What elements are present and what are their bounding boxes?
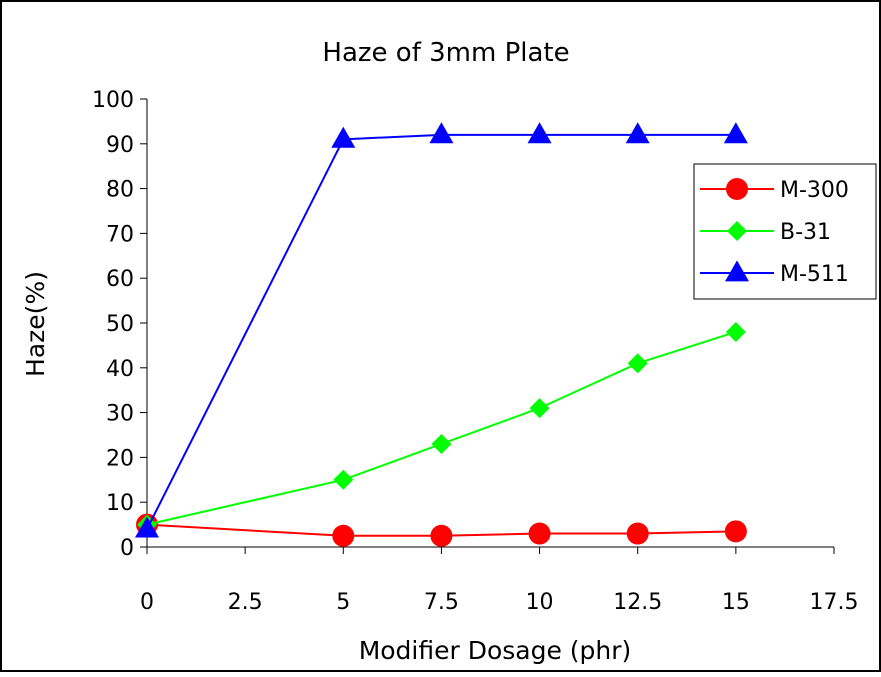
y-tick-label: 80 <box>106 178 134 203</box>
x-tick-label: 15 <box>722 590 750 615</box>
legend-item: M-300 <box>700 178 849 203</box>
data-point <box>331 126 356 148</box>
chart-title: Haze of 3mm Plate <box>322 38 569 68</box>
x-tick-label: 10 <box>526 590 554 615</box>
legend: M-300 B-31 M-511 <box>693 163 877 300</box>
y-tick-label: 90 <box>106 133 134 158</box>
y-tick-label: 100 <box>92 88 134 113</box>
legend-label: M-300 <box>780 178 849 203</box>
x-tick-label: 7.5 <box>424 590 459 615</box>
data-point <box>431 433 452 454</box>
legend-item: M-511 <box>700 260 849 287</box>
legend-marker <box>727 221 747 241</box>
y-tick-label: 40 <box>106 357 134 382</box>
x-axis-title: Modifier Dosage (phr) <box>359 636 632 665</box>
data-point <box>627 353 648 374</box>
series-m-511 <box>135 122 748 538</box>
series-line <box>146 331 737 526</box>
y-tick-label: 20 <box>106 446 134 471</box>
series-line <box>146 133 736 530</box>
series-group <box>135 122 748 547</box>
data-point <box>429 122 454 144</box>
data-point <box>625 122 650 144</box>
legend-label: B-31 <box>780 220 831 245</box>
data-point <box>725 321 746 342</box>
data-point <box>332 524 355 547</box>
y-tick-label: 60 <box>106 267 134 292</box>
legend-marker <box>726 178 748 200</box>
data-point <box>528 522 551 545</box>
series-m-300 <box>136 513 747 547</box>
data-point <box>723 122 748 144</box>
x-tick-label: 17.5 <box>810 590 859 615</box>
y-tick-label: 70 <box>106 222 134 247</box>
series-line <box>146 523 736 537</box>
y-tick-label: 0 <box>120 536 134 561</box>
data-point <box>430 524 453 547</box>
y-tick-label: 10 <box>106 491 134 516</box>
data-point <box>724 520 747 543</box>
data-point <box>135 516 159 538</box>
data-point <box>626 522 649 545</box>
y-tick-label: 50 <box>106 312 134 337</box>
x-tick-label: 12.5 <box>613 590 662 615</box>
legend-item: B-31 <box>700 220 831 245</box>
y-axis-title: Haze(%) <box>21 271 50 377</box>
data-point <box>527 122 552 144</box>
x-tick-label: 5 <box>336 590 350 615</box>
x-tick-label: 2.5 <box>228 590 263 615</box>
data-point <box>333 469 354 490</box>
legend-marker <box>725 260 749 282</box>
x-tick-label: 0 <box>140 590 154 615</box>
legend-label: M-511 <box>780 262 849 287</box>
axes: 0 10 20 30 40 50 60 70 80 90 100 0 2.5 5 7.5 10 12.5 15 17… <box>92 88 858 615</box>
y-tick-label: 30 <box>106 402 134 427</box>
data-point <box>529 398 550 419</box>
